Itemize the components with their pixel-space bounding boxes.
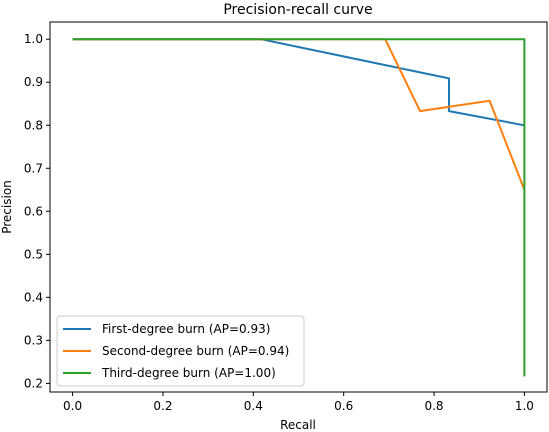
legend-label-2: Second-degree burn (AP=0.94) bbox=[102, 344, 289, 358]
y-tick-label: 0.9 bbox=[24, 75, 43, 89]
y-tick-label: 0.8 bbox=[24, 118, 43, 132]
series-line-2 bbox=[72, 38, 526, 191]
legend: First-degree burn (AP=0.93) Second-degree… bbox=[56, 315, 305, 387]
x-axis-label: Recall bbox=[280, 418, 316, 432]
series-line-3 bbox=[72, 38, 526, 377]
x-tick-label: 0.6 bbox=[334, 399, 353, 413]
legend-label-3: Third-degree burn (AP=1.00) bbox=[101, 366, 276, 380]
legend-label-1: First-degree burn (AP=0.93) bbox=[102, 322, 270, 336]
y-tick-label: 0.4 bbox=[24, 290, 43, 304]
legend-box bbox=[56, 315, 305, 387]
y-tick-label: 0.5 bbox=[24, 247, 43, 261]
chart-title: Precision-recall curve bbox=[223, 2, 372, 18]
plot-frame bbox=[49, 21, 548, 393]
series-line-1 bbox=[72, 38, 525, 127]
series-layer bbox=[72, 38, 526, 377]
y-ticks: 0.2 0.3 0.4 0.5 0.6 0.7 0.8 0.9 1.0 bbox=[24, 32, 50, 390]
x-ticks: 0.0 0.2 0.4 0.6 0.8 1.0 bbox=[63, 392, 534, 413]
y-tick-label: 0.7 bbox=[24, 161, 43, 175]
x-tick-label: 0.4 bbox=[244, 399, 263, 413]
y-tick-label: 0.3 bbox=[24, 333, 43, 347]
x-tick-label: 1.0 bbox=[515, 399, 534, 413]
y-axis-label: Precision bbox=[0, 180, 14, 234]
x-tick-label: 0.2 bbox=[153, 399, 172, 413]
y-tick-label: 0.6 bbox=[24, 204, 43, 218]
plot-area: 0.0 0.2 0.4 0.6 0.8 1.0 0.2 0.3 0.4 0.5 0.6 0.7 0.8… bbox=[24, 21, 548, 413]
x-tick-label: 0.0 bbox=[63, 399, 82, 413]
y-tick-label: 1.0 bbox=[24, 32, 43, 46]
x-tick-label: 0.8 bbox=[424, 399, 443, 413]
y-tick-label: 0.2 bbox=[24, 376, 43, 390]
